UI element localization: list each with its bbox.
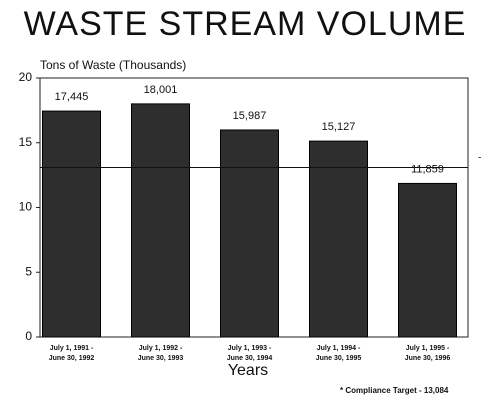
value-label: 11,859 — [411, 163, 444, 175]
x-tick-label: June 30, 1996 — [405, 355, 451, 362]
y-tick-label: 15 — [19, 135, 33, 149]
value-label: 15,987 — [233, 110, 267, 122]
value-label: 17,445 — [55, 91, 89, 103]
bar — [42, 110, 101, 338]
bar — [398, 182, 457, 338]
bar — [220, 129, 279, 338]
x-tick-label: July 1, 1993 - — [228, 345, 272, 352]
x-axis-label: Years — [228, 362, 268, 379]
x-tick-label: June 30, 1992 — [49, 355, 95, 362]
x-tick-label: June 30, 1994 — [227, 355, 273, 362]
bar — [131, 103, 190, 338]
x-tick-label: July 1, 1992 - — [139, 345, 183, 352]
y-axis-label: Tons of Waste (Thousands) — [40, 58, 186, 72]
x-tick-label: July 1, 1995 - — [406, 345, 450, 352]
y-tick-label: 0 — [25, 329, 32, 343]
bar — [309, 140, 368, 338]
target-label: * Compliance Target - 13,084 — [340, 386, 449, 395]
y-tick-label: 20 — [19, 70, 33, 84]
x-tick-label: June 30, 1993 — [138, 355, 184, 362]
value-label: 15,127 — [322, 121, 356, 133]
chart-title: WASTE STREAM VOLUME — [24, 5, 467, 43]
x-tick-label: July 1, 1991 - — [50, 345, 94, 352]
x-tick-label: June 30, 1995 — [316, 355, 362, 362]
y-tick-label: 5 — [25, 264, 32, 278]
value-label: 18,001 — [144, 84, 178, 96]
x-tick-label: July 1, 1994 - — [317, 345, 361, 352]
y-tick-label: 10 — [19, 200, 33, 214]
target-marker: - — [478, 153, 481, 164]
